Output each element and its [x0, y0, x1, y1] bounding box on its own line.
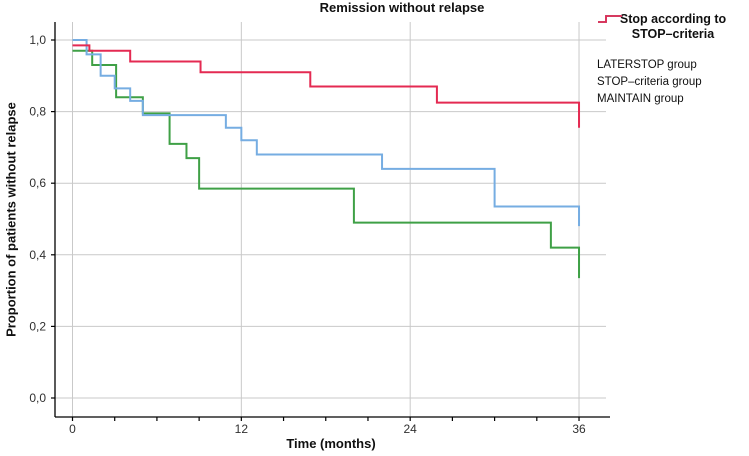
series-curve-laterstop-group — [72, 49, 581, 279]
x-axis-label: Time (months) — [286, 436, 376, 451]
legend-item: MAINTAIN group — [597, 15, 749, 107]
y-tick-label: 0,4 — [29, 248, 46, 262]
series-curve-maintain-group — [72, 44, 581, 128]
x-tick-label: 0 — [69, 422, 76, 436]
legend-item-label: LATERSTOP group — [597, 58, 697, 71]
y-tick-label: 1,0 — [29, 33, 46, 47]
y-tick-label: 0,2 — [29, 319, 46, 333]
x-tick-label: 12 — [235, 422, 249, 436]
y-tick-label: 0,8 — [29, 105, 46, 119]
legend-title: Stop according to STOP–criteria — [597, 12, 749, 42]
legend-item-list: LATERSTOP group STOP–criteria group MAINTA… — [597, 15, 749, 107]
chart-title: Remission without relapse — [319, 0, 485, 15]
y-tick-label: 0,0 — [29, 391, 46, 405]
x-tick-label: 36 — [572, 422, 586, 436]
legend-step-swatch-icon — [598, 15, 622, 23]
legend-title-line1: Stop according to — [619, 12, 727, 26]
legend-item: LATERSTOP group — [597, 15, 749, 73]
x-tick-label: 24 — [404, 422, 418, 436]
legend-item: STOP–criteria group — [597, 15, 749, 90]
legend-item-label: MAINTAIN group — [597, 92, 684, 105]
y-tick-label: 0,6 — [29, 176, 46, 190]
legend-item-label: STOP–criteria group — [597, 75, 702, 88]
legend-title-line2: STOP–criteria — [631, 27, 715, 41]
legend: Stop according to STOP–criteria LATERSTO… — [597, 12, 749, 107]
series-curve-stop-criteria-group — [72, 39, 581, 227]
